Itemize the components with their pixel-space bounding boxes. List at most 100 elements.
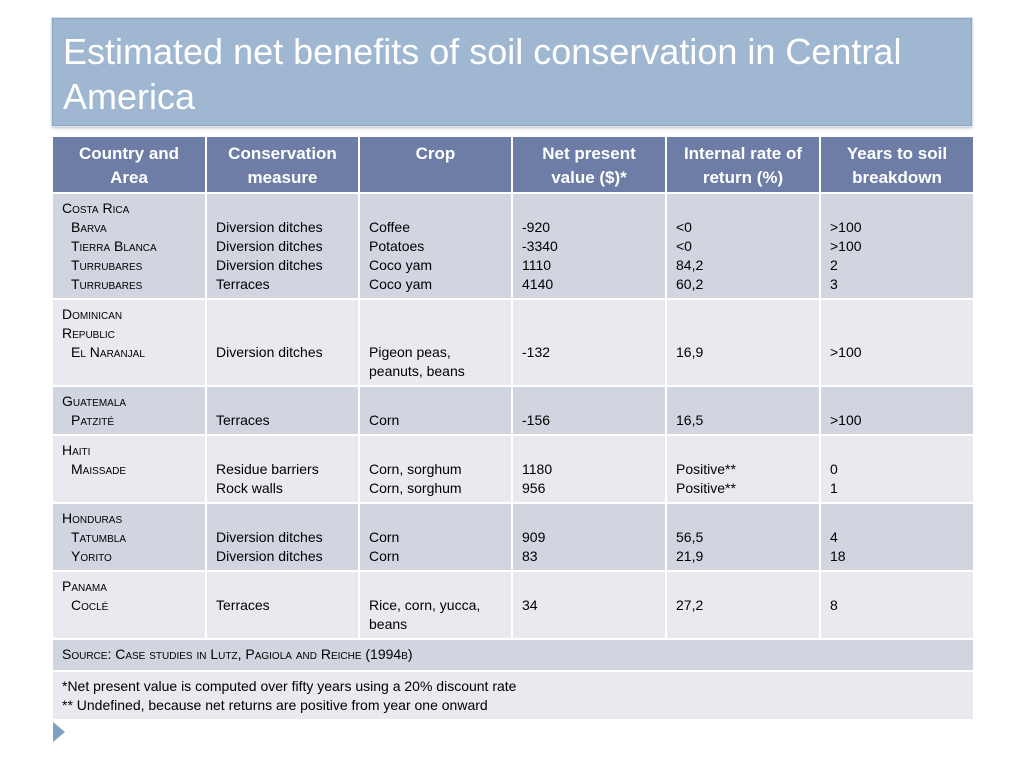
npv-value: -132: [522, 344, 551, 360]
years-value: 8: [830, 597, 838, 613]
measure-value: Rock walls: [216, 480, 283, 496]
measure-cell: Residue barriers Rock walls: [205, 434, 360, 504]
npv-value: 4140: [522, 276, 554, 292]
source-row: Source: Case studies in Lutz, Pagiola an…: [51, 638, 975, 672]
crop-cell: Corn Corn: [358, 502, 513, 572]
crop-value: Coco yam: [369, 257, 433, 273]
footnote: ** Undefined, because net returns are po…: [62, 697, 488, 713]
header-npv: Net present value ($)*: [511, 137, 667, 193]
table-row: Haiti Maissade Residue barriers Rock wal…: [51, 434, 975, 504]
crop-cell: Rice, corn, yucca, beans: [358, 570, 513, 640]
crop-value: Corn, sorghum: [369, 480, 462, 496]
years-cell: 8: [819, 570, 975, 640]
years-value: 4: [830, 529, 838, 545]
country-name: Haiti: [62, 442, 91, 458]
table-row: Guatemala Patzité Terraces Corn -156 16,…: [51, 385, 975, 436]
header-years: Years to soil breakdown: [819, 137, 975, 193]
irr-cell: 56,5 21,9: [665, 502, 821, 572]
table-row: Dominican Republic El Naranjal Diversion…: [51, 298, 975, 387]
npv-value: -920: [522, 219, 551, 235]
npv-cell: 34: [511, 570, 667, 640]
years-value: 0: [830, 461, 838, 477]
irr-cell: Positive** Positive**: [665, 434, 821, 504]
measure-cell: Terraces: [205, 570, 360, 640]
npv-value: -3340: [522, 238, 558, 254]
benefits-table: Country and Area Conservation measure Cr…: [51, 137, 975, 721]
years-value: 2: [830, 257, 838, 273]
area-name: Maissade: [71, 461, 127, 477]
country-cell: Costa Rica Barva Tierra Blanca Turrubare…: [51, 192, 207, 300]
years-value: 3: [830, 276, 838, 292]
measure-value: Diversion ditches: [216, 548, 323, 564]
crop-value: Corn: [369, 548, 400, 564]
measure-value: Diversion ditches: [216, 257, 323, 273]
table-row: Honduras Tatumbla Yorito Diversion ditch…: [51, 502, 975, 572]
irr-value: <0: [676, 219, 692, 235]
years-value: >100: [830, 219, 862, 235]
crop-value: Corn, sorghum: [369, 461, 462, 477]
measure-cell: Diversion ditches Diversion ditches: [205, 502, 360, 572]
country-name: Republic: [62, 325, 115, 341]
area-name: Coclé: [71, 597, 109, 613]
crop-value: Corn: [369, 529, 400, 545]
crop-value: Corn: [369, 412, 400, 428]
footnotes-cell: *Net present value is computed over fift…: [51, 670, 975, 721]
npv-value: 1110: [522, 257, 552, 273]
crop-value: beans: [369, 616, 408, 632]
slide-title: Estimated net benefits of soil conservat…: [63, 31, 902, 117]
npv-cell: -156: [511, 385, 667, 436]
area-name: Barva: [71, 219, 107, 235]
years-cell: 4 18: [819, 502, 975, 572]
measure-value: Diversion ditches: [216, 529, 323, 545]
irr-value: Positive**: [676, 461, 736, 477]
irr-value: Positive**: [676, 480, 736, 496]
title-box: Estimated net benefits of soil conservat…: [52, 18, 972, 126]
country-name: Dominican: [62, 306, 123, 322]
npv-value: 909: [522, 529, 546, 545]
measure-value: Diversion ditches: [216, 219, 323, 235]
irr-value: 56,5: [676, 529, 704, 545]
measure-value: Terraces: [216, 597, 270, 613]
years-cell: >100 >100 2 3: [819, 192, 975, 300]
header-irr: Internal rate of return (%): [665, 137, 821, 193]
measure-cell: Diversion ditches: [205, 298, 360, 387]
country-name: Panama: [62, 578, 107, 594]
crop-value: Coco yam: [369, 276, 433, 292]
measure-cell: Diversion ditches Diversion ditches Dive…: [205, 192, 360, 300]
npv-cell: -920 -3340 1110 4140: [511, 192, 667, 300]
country-cell: Panama Coclé: [51, 570, 207, 640]
header-measure: Conservation measure: [205, 137, 360, 193]
measure-value: Diversion ditches: [216, 344, 323, 360]
irr-value: 84,2: [676, 257, 704, 273]
header-country: Country and Area: [51, 137, 207, 193]
footnote: *Net present value is computed over fift…: [62, 678, 517, 694]
table-row: Panama Coclé Terraces Rice, corn, yucca,…: [51, 570, 975, 640]
irr-value: 16,5: [676, 412, 704, 428]
country-cell: Dominican Republic El Naranjal: [51, 298, 207, 387]
crop-value: Coffee: [369, 219, 410, 235]
irr-cell: 27,2: [665, 570, 821, 640]
header-row: Country and Area Conservation measure Cr…: [51, 137, 975, 193]
area-name: Patzité: [71, 412, 115, 428]
crop-value: Pigeon peas,: [369, 344, 451, 360]
country-cell: Guatemala Patzité: [51, 385, 207, 436]
npv-value: 956: [522, 480, 546, 496]
table-row: Costa Rica Barva Tierra Blanca Turrubare…: [51, 192, 975, 300]
years-cell: >100: [819, 385, 975, 436]
measure-cell: Terraces: [205, 385, 360, 436]
area-name: Turrubares: [71, 257, 143, 273]
country-name: Guatemala: [62, 393, 127, 409]
years-value: 18: [830, 548, 846, 564]
crop-value: Potatoes: [369, 238, 425, 254]
crop-value: peanuts, beans: [369, 363, 465, 379]
npv-value: 1180: [522, 461, 553, 477]
crop-cell: Corn, sorghum Corn, sorghum: [358, 434, 513, 504]
npv-value: 83: [522, 548, 538, 564]
chevron-right-icon: [53, 722, 65, 742]
crop-cell: Corn: [358, 385, 513, 436]
country-cell: Honduras Tatumbla Yorito: [51, 502, 207, 572]
npv-value: -156: [522, 412, 551, 428]
years-value: 1: [830, 480, 838, 496]
npv-cell: 1180 956: [511, 434, 667, 504]
years-cell: 0 1: [819, 434, 975, 504]
